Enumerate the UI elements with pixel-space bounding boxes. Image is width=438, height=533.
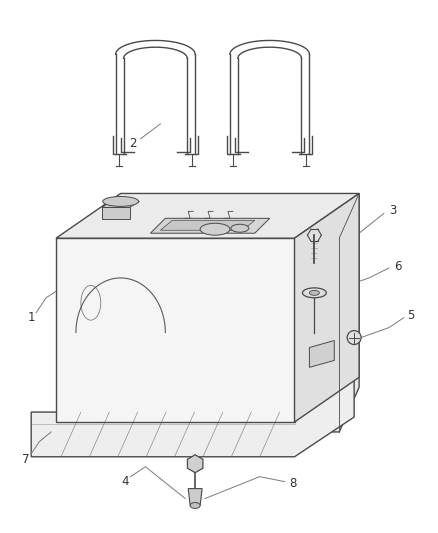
Text: 2: 2 bbox=[129, 138, 136, 150]
Polygon shape bbox=[187, 455, 203, 473]
Polygon shape bbox=[160, 220, 255, 230]
Text: 8: 8 bbox=[290, 477, 297, 490]
Ellipse shape bbox=[309, 290, 319, 295]
Polygon shape bbox=[31, 373, 354, 457]
Text: 7: 7 bbox=[22, 453, 30, 466]
Ellipse shape bbox=[200, 223, 230, 235]
Text: 1: 1 bbox=[28, 311, 35, 324]
Polygon shape bbox=[56, 193, 359, 238]
Ellipse shape bbox=[190, 503, 200, 508]
Text: 5: 5 bbox=[407, 309, 414, 322]
Polygon shape bbox=[150, 219, 270, 233]
Circle shape bbox=[347, 330, 361, 344]
Ellipse shape bbox=[303, 288, 326, 298]
Polygon shape bbox=[102, 201, 140, 207]
Text: 4: 4 bbox=[122, 475, 129, 488]
Polygon shape bbox=[188, 489, 202, 505]
Polygon shape bbox=[300, 193, 359, 432]
Text: 6: 6 bbox=[394, 260, 401, 272]
Ellipse shape bbox=[231, 224, 249, 232]
Polygon shape bbox=[294, 193, 359, 422]
Ellipse shape bbox=[103, 197, 138, 206]
Polygon shape bbox=[102, 207, 130, 219]
Text: 3: 3 bbox=[389, 204, 396, 217]
Polygon shape bbox=[309, 341, 334, 367]
Polygon shape bbox=[56, 238, 294, 422]
